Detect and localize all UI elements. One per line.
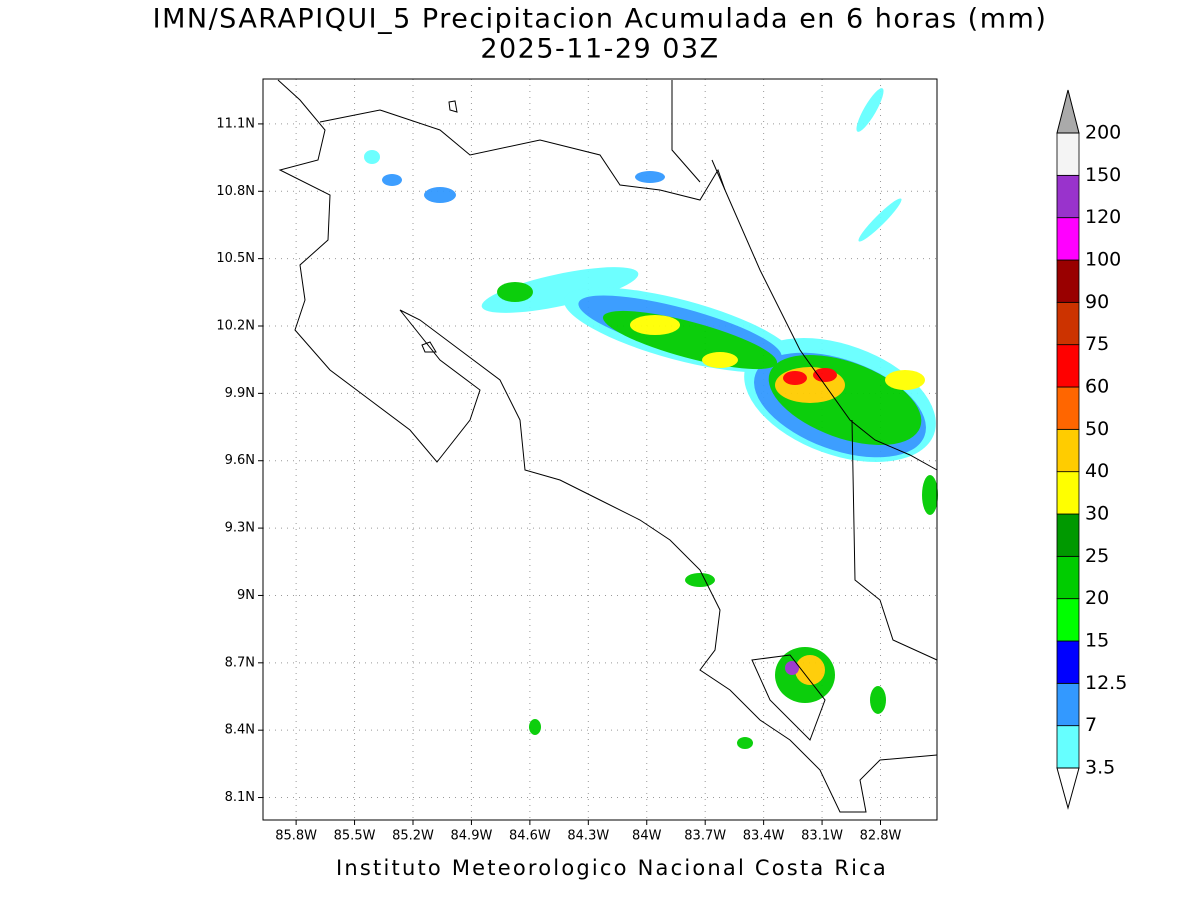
colorbar-segment [1056, 428, 1080, 473]
colorbar-segment [1056, 386, 1080, 430]
x-tick-label: 83.1W [801, 829, 843, 844]
colorbar-over [1056, 89, 1080, 134]
y-tick-label: 8.4N [225, 723, 255, 738]
subtitle: 2025-11-29 03Z [480, 34, 719, 65]
colorbar-label: 50 [1085, 418, 1109, 440]
y-tick-label: 9.3N [225, 521, 255, 536]
colorbar-segment [1056, 682, 1080, 727]
colorbar: 3.5 7 12.5 15 20 25 30 40 50 60 75 90 100 120 150 200 [1056, 89, 1127, 810]
x-tick-label: 85.2W [392, 829, 434, 844]
title: IMN/SARAPIQUI_5 Precipitacion Acumulada … [153, 4, 1048, 35]
colorbar-label: 90 [1085, 291, 1109, 313]
y-tick-label: 9N [237, 588, 255, 603]
colorbar-label: 15 [1085, 630, 1109, 652]
y-tick-label: 11.1N [216, 116, 255, 131]
footer: Instituto Meteorologico Nacional Costa R… [336, 856, 888, 880]
colorbar-segment [1056, 174, 1080, 219]
colorbar-segment [1056, 555, 1080, 600]
colorbar-label: 12.5 [1085, 672, 1127, 694]
x-tick-label: 83.7W [684, 829, 726, 844]
y-tick-label: 10.5N [216, 251, 255, 266]
colorbar-label: 20 [1085, 587, 1109, 609]
x-tick-label: 84W [632, 829, 662, 844]
coastline [277, 79, 938, 813]
y-tick-label: 10.8N [216, 184, 255, 199]
colorbar-segment [1056, 259, 1080, 303]
colorbar-label: 200 [1085, 122, 1121, 144]
y-tick-label: 8.7N [225, 655, 255, 670]
y-tick-label: 9.9N [225, 386, 255, 401]
colorbar-label: 75 [1085, 333, 1109, 355]
colorbar-segment [1056, 725, 1080, 769]
x-tick-label: 85.8W [275, 829, 317, 844]
colorbar-segment [1056, 344, 1080, 388]
colorbar-label: 60 [1085, 376, 1109, 398]
x-tick-label: 83.4W [743, 829, 785, 844]
y-tick-label: 8.1N [225, 790, 255, 805]
colorbar-segment [1056, 301, 1080, 346]
colorbar-segment [1056, 513, 1080, 557]
x-tick-label: 85.5W [334, 829, 376, 844]
colorbar-segment [1056, 217, 1080, 261]
colorbar-label: 40 [1085, 460, 1109, 482]
colorbar-segment [1056, 598, 1080, 642]
colorbar-label: 120 [1085, 206, 1121, 228]
colorbar-under [1056, 767, 1080, 810]
colorbar-segment [1056, 471, 1080, 515]
colorbar-segment [1056, 640, 1080, 684]
x-tick-label: 82.8W [860, 829, 902, 844]
map-frame [262, 78, 938, 821]
x-tick-label: 84.6W [509, 829, 551, 844]
y-tick-label: 9.6N [225, 453, 255, 468]
colorbar-label: 150 [1085, 164, 1121, 186]
colorbar-label: 3.5 [1085, 757, 1115, 779]
precipitation [364, 88, 938, 749]
x-tick-label: 84.9W [451, 829, 493, 844]
y-tick-label: 10.2N [216, 319, 255, 334]
colorbar-label: 30 [1085, 503, 1109, 525]
colorbar-label: 25 [1085, 545, 1109, 567]
colorbar-segment [1056, 132, 1080, 176]
colorbar-label: 100 [1085, 249, 1121, 271]
colorbar-label: 7 [1085, 714, 1097, 736]
x-tick-label: 84.3W [567, 829, 609, 844]
